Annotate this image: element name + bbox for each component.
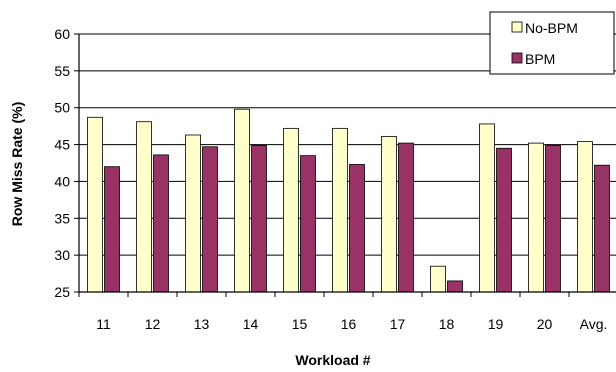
y-tick-label: 35	[54, 210, 70, 226]
legend-label-no-bpm: No-BPM	[525, 20, 578, 36]
x-tick-label: 15	[292, 316, 308, 332]
bar-bpm-18	[447, 280, 463, 293]
bar-bpm-14	[251, 144, 267, 293]
x-tick-label: 20	[537, 316, 553, 332]
x-tick-labels: 11 12 13 14 15 16 17 18 19 20 Avg.	[96, 316, 607, 332]
x-tick-label: 11	[96, 316, 111, 332]
bars	[87, 108, 610, 293]
x-tick-label: 14	[243, 316, 259, 332]
bar-bpm-13	[202, 146, 218, 293]
bar-bpm-avg	[594, 164, 610, 293]
bar-no-bpm-14	[234, 108, 250, 293]
axes	[74, 33, 616, 297]
x-tick-label: 18	[439, 316, 455, 332]
bar-bpm-19	[496, 147, 512, 293]
y-tick-label: 55	[54, 63, 70, 79]
y-tick-label: 60	[54, 26, 70, 42]
x-tick-label: Avg.	[580, 316, 608, 332]
bar-bpm-20	[545, 144, 561, 293]
bar-bpm-16	[349, 164, 365, 293]
y-tick-label: 50	[54, 100, 70, 116]
bar-no-bpm-13	[185, 134, 201, 293]
bar-no-bpm-12	[136, 121, 152, 293]
bar-no-bpm-avg	[577, 141, 593, 293]
y-tick-label: 30	[54, 247, 70, 263]
y-tick-label: 45	[54, 137, 70, 153]
bar-bpm-11	[104, 166, 120, 293]
x-axis-title: Workload #	[295, 352, 370, 368]
bar-no-bpm-19	[479, 123, 495, 293]
legend-swatch-bpm	[511, 52, 523, 64]
y-tick-label: 40	[54, 173, 70, 189]
x-tick-label: 19	[488, 316, 504, 332]
legend: No-BPM BPM	[489, 11, 615, 75]
bar-no-bpm-15	[283, 127, 299, 293]
x-tick-label: 16	[341, 316, 357, 332]
x-tick-label: 13	[194, 316, 210, 332]
bar-no-bpm-20	[528, 142, 544, 293]
bar-no-bpm-17	[381, 136, 397, 293]
y-axis-title: Row Miss Rate (%)	[9, 102, 25, 226]
y-tick-labels: 25 30 35 40 45 50 55 60	[54, 26, 70, 300]
legend-box	[489, 11, 615, 75]
bar-no-bpm-16	[332, 127, 348, 293]
bar-bpm-12	[153, 154, 169, 293]
legend-swatch-no-bpm	[511, 21, 523, 33]
bar-bpm-15	[300, 155, 316, 293]
x-tick-label: 17	[390, 316, 406, 332]
y-tick-label: 25	[54, 284, 70, 300]
x-tick-label: 12	[145, 316, 161, 332]
bar-no-bpm-18	[430, 265, 446, 293]
legend-label-bpm: BPM	[525, 51, 555, 67]
bar-no-bpm-11	[87, 116, 103, 293]
bar-bpm-17	[398, 142, 414, 293]
